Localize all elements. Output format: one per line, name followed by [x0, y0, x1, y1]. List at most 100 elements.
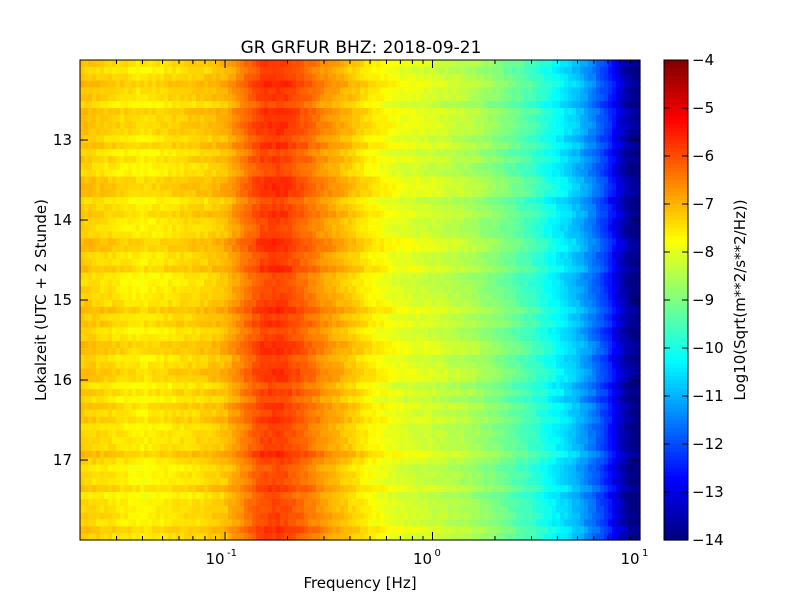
- spectrogram-cell: [112, 162, 117, 171]
- spectrogram-cell: [184, 533, 189, 541]
- spectrogram-cell: [276, 526, 281, 534]
- spectrogram-cell: [328, 437, 333, 445]
- spectrogram-cell: [236, 60, 241, 68]
- spectrogram-cell: [168, 128, 173, 137]
- spectrogram-cell: [164, 492, 169, 500]
- spectrogram-cell: [332, 80, 337, 89]
- spectrogram-cell: [168, 210, 173, 219]
- spectrogram-cell: [260, 156, 265, 164]
- spectrogram-cell: [236, 272, 241, 281]
- spectrogram-cell: [244, 402, 249, 411]
- spectrogram-cell: [288, 101, 293, 109]
- spectrogram-cell: [184, 389, 189, 397]
- spectrogram-cell: [284, 354, 289, 363]
- spectrogram-cell: [228, 66, 233, 75]
- spectrogram-cell: [252, 382, 257, 390]
- spectrogram-cell: [340, 430, 345, 438]
- spectrogram-cell: [148, 231, 153, 239]
- spectrogram-cell: [360, 108, 365, 116]
- spectrogram-cell: [236, 382, 241, 390]
- spectrogram-cell: [344, 375, 349, 383]
- spectrogram-cell: [112, 396, 117, 404]
- spectrogram-cell: [308, 60, 313, 68]
- spectrogram-cell: [156, 320, 161, 329]
- spectrogram-cell: [276, 327, 281, 335]
- spectrogram-cell: [144, 533, 149, 541]
- spectrogram-cell: [200, 245, 205, 253]
- spectrogram-cell: [124, 368, 129, 377]
- spectrogram-cell: [288, 162, 293, 171]
- spectrogram-cell: [272, 121, 277, 130]
- spectrogram-cell: [272, 114, 277, 123]
- spectrogram-cell: [280, 341, 285, 349]
- spectrogram-cell: [320, 87, 325, 95]
- spectrogram-cell: [272, 190, 277, 198]
- spectrogram-cell: [212, 142, 217, 150]
- spectrogram-cell: [360, 526, 365, 534]
- spectrogram-cell: [304, 526, 309, 534]
- spectrogram-cell: [196, 114, 201, 123]
- spectrogram-cell: [244, 238, 249, 246]
- spectrogram-cell: [288, 231, 293, 239]
- spectrogram-cell: [108, 512, 113, 521]
- spectrogram-cell: [240, 444, 245, 452]
- spectrogram-cell: [216, 114, 221, 123]
- spectrogram-cell: [148, 142, 153, 150]
- spectrogram-cell: [240, 313, 245, 322]
- spectrogram-cell: [212, 423, 217, 431]
- spectrogram-cell: [128, 135, 133, 143]
- spectrogram-cell: [100, 176, 105, 185]
- spectrogram-cell: [280, 210, 285, 219]
- spectrogram-cell: [288, 265, 293, 274]
- spectrogram-cell: [176, 87, 181, 95]
- spectrogram-cell: [336, 272, 341, 281]
- spectrogram-cell: [244, 464, 249, 473]
- spectrogram-cell: [84, 66, 89, 75]
- spectrogram-cell: [268, 258, 273, 267]
- spectrogram-cell: [288, 471, 293, 479]
- spectrogram-cell: [216, 375, 221, 383]
- spectrogram-cell: [168, 533, 173, 541]
- spectrogram-cell: [136, 190, 141, 198]
- spectrogram-cell: [220, 464, 225, 473]
- spectrogram-cell: [216, 224, 221, 233]
- spectrogram-cell: [312, 526, 317, 534]
- spectrogram-cell: [332, 334, 337, 342]
- spectrogram-cell: [180, 457, 185, 466]
- spectrogram-cell: [108, 471, 113, 479]
- spectrogram-cell: [188, 409, 193, 418]
- spectrogram-cell: [196, 293, 201, 301]
- spectrogram-cell: [92, 512, 97, 521]
- spectrogram-cell: [300, 409, 305, 418]
- spectrogram-cell: [268, 183, 273, 191]
- spectrogram-cell: [96, 409, 101, 418]
- spectrogram-cell: [312, 142, 317, 150]
- spectrogram-cell: [84, 437, 89, 445]
- spectrogram-cell: [156, 389, 161, 397]
- spectrogram-cell: [332, 437, 337, 445]
- spectrogram-cell: [252, 73, 257, 82]
- spectrogram-cell: [352, 334, 357, 342]
- spectrogram-cell: [328, 73, 333, 82]
- spectrogram-cell: [356, 224, 361, 233]
- spectrogram-cell: [352, 149, 357, 157]
- spectrogram-cell: [324, 286, 329, 294]
- spectrogram-cell: [172, 121, 177, 130]
- spectrogram-cell: [292, 354, 297, 363]
- spectrogram-cell: [296, 341, 301, 349]
- spectrogram-cell: [196, 87, 201, 95]
- spectrogram-cell: [136, 101, 141, 109]
- spectrogram-cell: [252, 66, 257, 75]
- spectrogram-cell: [272, 80, 277, 89]
- spectrogram-cell: [328, 94, 333, 102]
- spectrogram-cell: [260, 142, 265, 150]
- spectrogram-cell: [328, 176, 333, 185]
- spectrogram-cell: [152, 327, 157, 335]
- spectrogram-cell: [360, 197, 365, 205]
- spectrogram-cell: [264, 471, 269, 479]
- spectrogram-cell: [324, 512, 329, 521]
- spectrogram-cell: [188, 66, 193, 75]
- spectrogram-cell: [188, 348, 193, 356]
- spectrogram-cell: [280, 204, 285, 212]
- spectrogram-cell: [288, 375, 293, 383]
